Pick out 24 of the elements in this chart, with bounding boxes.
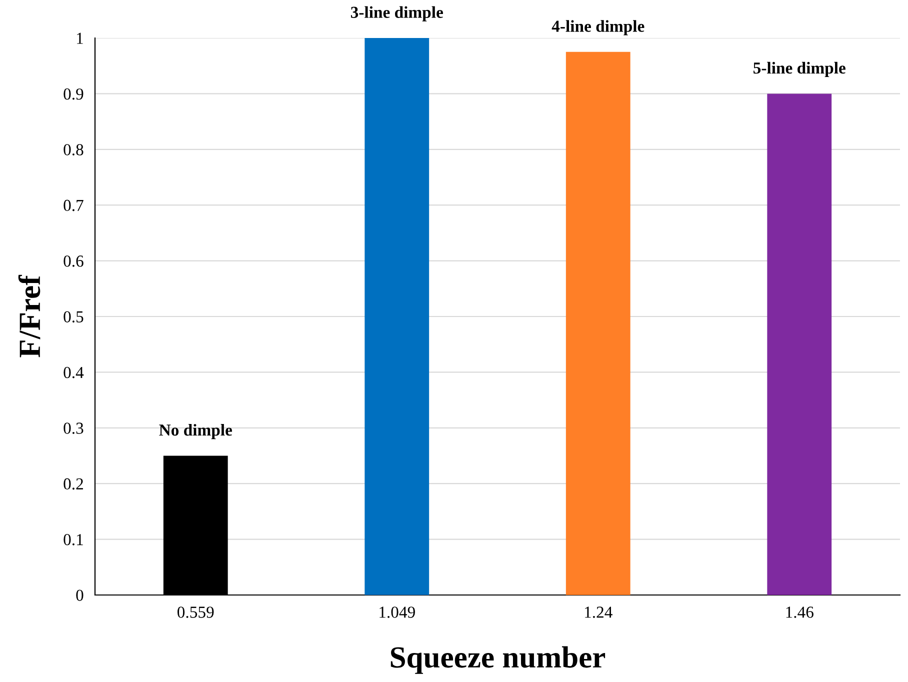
- y-tick-label: 0.8: [64, 144, 84, 156]
- y-axis-title: F/Fref: [18, 274, 40, 358]
- x-axis-title: Squeeze number: [390, 646, 606, 674]
- y-tick-label: 0.3: [64, 422, 84, 434]
- x-tick-label: 1.46: [786, 606, 814, 618]
- y-tick-label: 1: [77, 32, 83, 44]
- annotation: 4-line dimple: [552, 20, 644, 36]
- y-tick-label: 0.6: [64, 256, 84, 267]
- x-tick-label: 1.049: [380, 606, 415, 618]
- annotation: 5-line dimple: [754, 62, 846, 78]
- x-tick-label: 0.559: [178, 606, 214, 618]
- annotation: No dimple: [159, 424, 232, 440]
- y-tick-label: 0.2: [64, 478, 83, 490]
- y-tick-label: 0.4: [64, 366, 84, 378]
- y-tick-label: 0.9: [64, 88, 84, 100]
- y-tick-label: 0.1: [64, 534, 83, 546]
- y-tick-label: 0: [76, 590, 84, 601]
- bar: [364, 38, 430, 595]
- bar: [767, 94, 832, 595]
- x-tick-label: 1.24: [585, 606, 612, 618]
- y-tick-label: 0.7: [64, 200, 84, 212]
- y-tick-label: 0.5: [64, 311, 84, 323]
- annotation: 3-line dimple: [350, 6, 443, 22]
- bar: [566, 52, 630, 595]
